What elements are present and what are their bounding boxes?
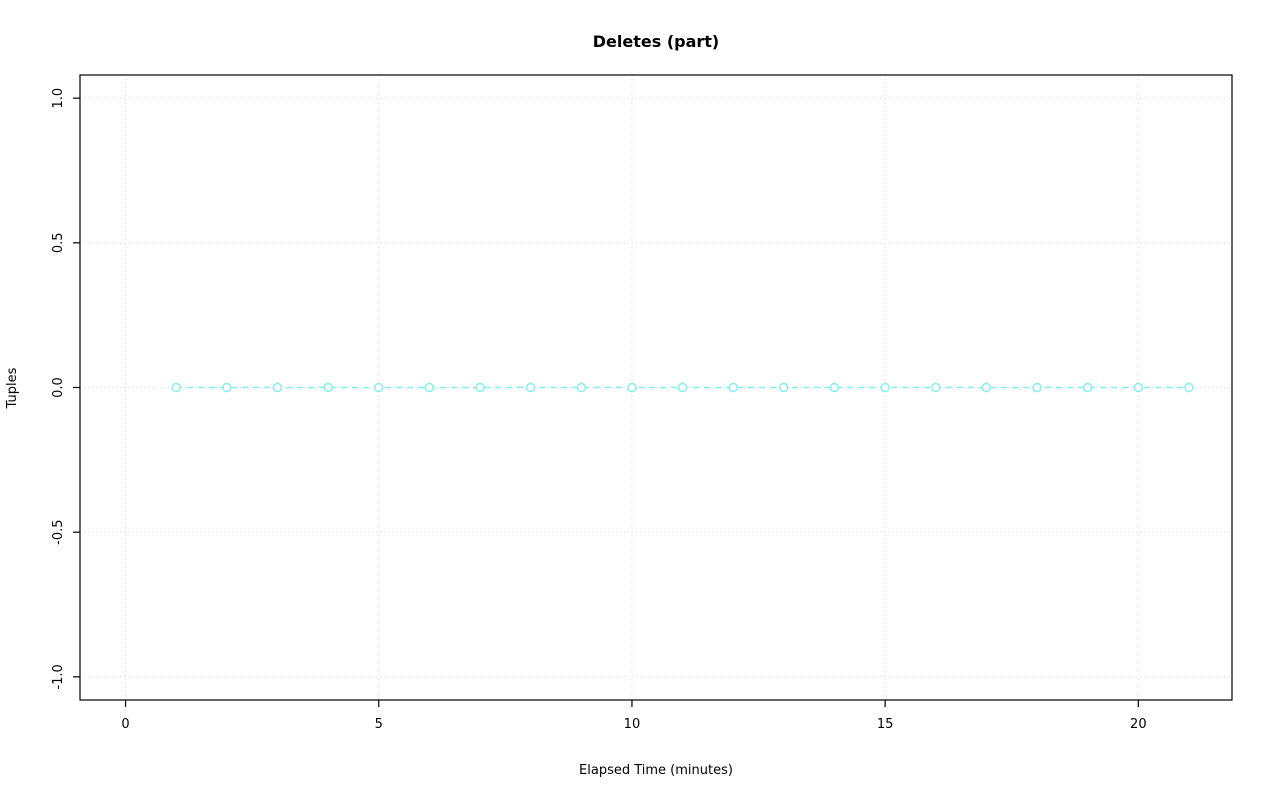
data-point-marker <box>171 382 181 393</box>
y-tick-label: 0.5 <box>51 232 66 253</box>
x-axis-label: Elapsed Time (minutes) <box>579 763 733 778</box>
axis-layer: 0 5 10 15 20 -1.0 -0.5 0.0 0.5 1.0 <box>51 88 1147 732</box>
y-tick-label: 1.0 <box>51 88 66 109</box>
data-point-marker <box>475 382 485 393</box>
data-point-marker <box>1133 382 1144 393</box>
data-point-marker <box>1184 382 1194 393</box>
y-tick-label: -0.5 <box>51 519 66 544</box>
x-tick-label: 5 <box>375 717 383 732</box>
data-point-marker <box>424 382 435 393</box>
x-tick-label: 15 <box>877 717 894 732</box>
chart-title: Deletes (part) <box>593 32 719 51</box>
data-point-marker <box>374 382 384 393</box>
data-point-marker <box>880 382 890 393</box>
data-point-marker <box>627 382 637 393</box>
data-point-marker <box>525 382 536 393</box>
data-point-marker <box>576 382 587 393</box>
data-series-layer <box>171 382 1194 393</box>
x-tick-label: 10 <box>624 717 641 732</box>
data-point-marker <box>981 382 992 393</box>
data-point-marker <box>1082 382 1093 393</box>
data-point-marker <box>222 382 232 393</box>
y-tick-label: 0.0 <box>51 377 66 398</box>
data-point-marker <box>677 382 688 393</box>
x-tick-label: 0 <box>121 717 129 732</box>
data-point-marker <box>272 382 283 393</box>
data-point-marker <box>779 382 789 393</box>
data-point-marker <box>323 382 333 393</box>
data-point-marker <box>728 382 738 393</box>
x-tick-label: 20 <box>1130 717 1147 732</box>
data-point-marker <box>931 382 941 393</box>
plot-border <box>79 74 1233 701</box>
data-point-marker <box>1032 382 1042 393</box>
y-axis-label: Tuples <box>5 367 20 409</box>
y-tick-label: -1.0 <box>51 664 66 689</box>
data-point-marker <box>829 382 840 393</box>
